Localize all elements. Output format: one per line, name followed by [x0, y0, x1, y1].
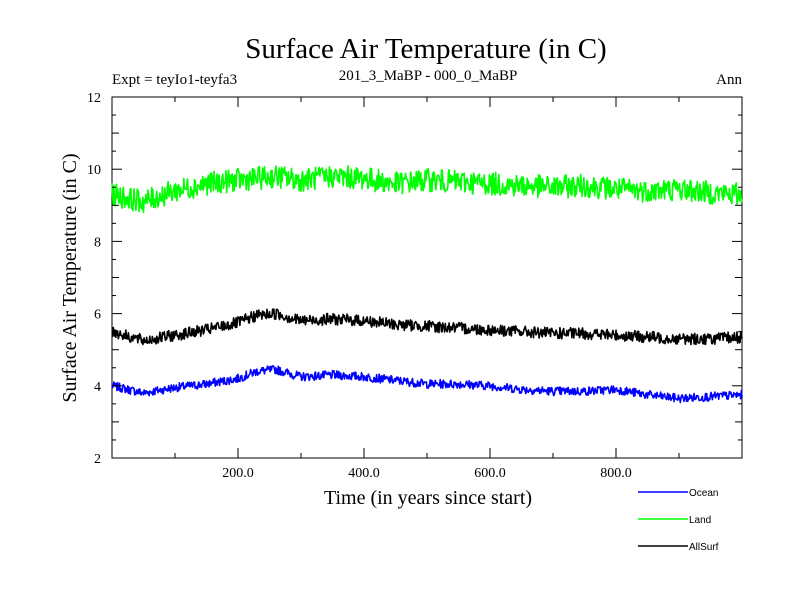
y-tick-label: 2	[94, 452, 101, 467]
series-line-land	[111, 165, 743, 214]
experiment-label: Expt = teyIo1-teyfa3	[112, 72, 237, 88]
legend-label-land: Land	[689, 515, 711, 526]
y-tick-label: 8	[94, 235, 101, 250]
x-axis-label: Time (in years since start)	[324, 487, 532, 509]
legend-label-allsurf: AllSurf	[689, 542, 719, 553]
x-tick-label: 600.0	[474, 466, 506, 481]
y-axis-label: Surface Air Temperature (in C)	[59, 153, 81, 402]
y-tick-label: 6	[94, 308, 101, 323]
series-line-allsurf	[111, 308, 743, 346]
y-tick-label: 4	[94, 380, 101, 395]
season-label: Ann	[716, 72, 742, 88]
y-tick-label: 10	[87, 163, 101, 178]
series-layer	[111, 165, 743, 404]
y-axis: 2 4 6 8 10 12	[87, 91, 742, 467]
x-tick-label: 400.0	[348, 466, 380, 481]
period-label: 201_3_MaBP - 000_0_MaBP	[339, 68, 518, 84]
plot-frame	[111, 96, 743, 459]
legend-label-ocean: Ocean	[689, 488, 718, 499]
chart-title: Surface Air Temperature (in C)	[245, 33, 606, 65]
legend: Ocean Land AllSurf	[638, 488, 719, 553]
series-line-ocean	[111, 365, 743, 404]
x-tick-label: 200.0	[222, 466, 254, 481]
y-tick-label: 12	[87, 91, 101, 106]
x-tick-label: 800.0	[600, 466, 632, 481]
x-axis: 200.0 400.0 600.0 800.0	[174, 97, 680, 481]
